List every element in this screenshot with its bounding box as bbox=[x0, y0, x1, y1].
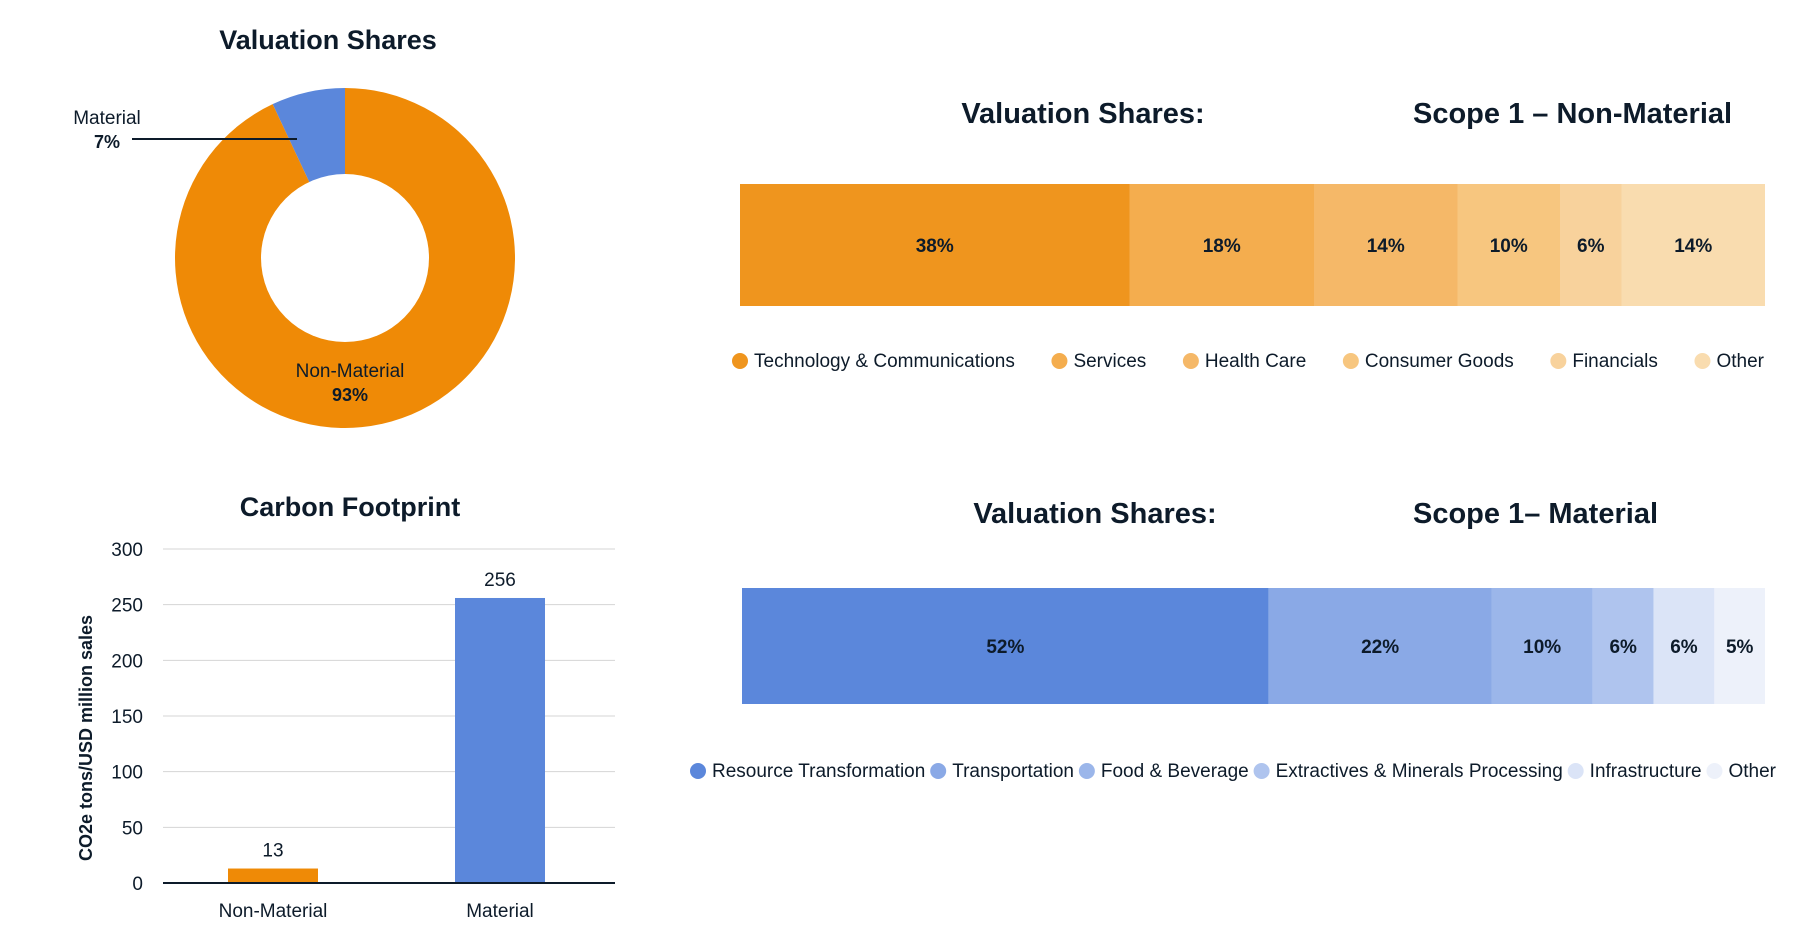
segment-label: 10% bbox=[1523, 637, 1561, 658]
y-tick-label: 300 bbox=[111, 540, 143, 561]
scope1-non-material-chart: Valuation Shares: Scope 1 – Non-Material… bbox=[732, 98, 1765, 372]
donut-hole bbox=[261, 174, 429, 342]
legend-item-services: Services bbox=[1051, 351, 1146, 372]
bar-value-label: 256 bbox=[484, 570, 516, 591]
segment-infrastructure bbox=[1653, 588, 1715, 704]
legend-label: Consumer Goods bbox=[1365, 351, 1514, 372]
legend-label: Transportation bbox=[952, 761, 1074, 782]
x-tick-label: Material bbox=[466, 901, 534, 922]
y-tick-label: 150 bbox=[111, 707, 143, 728]
legend-marker bbox=[1550, 353, 1567, 369]
segment-label: 14% bbox=[1674, 236, 1712, 257]
segment-financials bbox=[1560, 184, 1622, 306]
segment-resource-transformation bbox=[742, 588, 1269, 704]
legend-label: Services bbox=[1073, 351, 1146, 372]
legend-item-financials: Financials bbox=[1550, 351, 1658, 372]
legend-item-transportation: Transportation bbox=[930, 761, 1074, 782]
x-tick-label: Non-Material bbox=[219, 901, 328, 922]
legend-item-infrastructure: Infrastructure bbox=[1567, 761, 1702, 782]
y-tick-label: 0 bbox=[132, 874, 143, 895]
slice-value-material: 7% bbox=[94, 132, 120, 152]
segment-label: 6% bbox=[1670, 637, 1698, 658]
bar-title: Carbon Footprint bbox=[240, 492, 460, 522]
segment-other bbox=[1714, 588, 1765, 704]
legend-label: Technology & Communications bbox=[754, 351, 1015, 372]
slice-value-non-material: 93% bbox=[332, 385, 368, 405]
slice-label-material: Material bbox=[73, 108, 141, 129]
bar-material bbox=[455, 597, 545, 883]
segment-health-care bbox=[1314, 184, 1458, 306]
legend-item-technology-communications: Technology & Communications bbox=[732, 351, 1015, 372]
legend-marker bbox=[1342, 353, 1359, 369]
stack-nm-title-left: Valuation Shares: bbox=[961, 98, 1204, 130]
segment-label: 6% bbox=[1577, 236, 1605, 257]
legend-item-food-beverage: Food & Beverage bbox=[1078, 761, 1249, 782]
bar-non-material bbox=[228, 868, 318, 883]
legend-marker bbox=[1567, 763, 1584, 779]
segment-label: 38% bbox=[916, 236, 954, 257]
y-tick-label: 250 bbox=[111, 596, 143, 617]
segment-label: 5% bbox=[1726, 637, 1754, 658]
segment-consumer-goods bbox=[1457, 184, 1560, 306]
y-tick-label: 50 bbox=[122, 818, 143, 839]
legend-marker bbox=[690, 763, 706, 779]
segment-transportation bbox=[1268, 588, 1492, 704]
legend-marker bbox=[1253, 763, 1270, 779]
legend-label: Financials bbox=[1572, 351, 1658, 372]
legend-label: Food & Beverage bbox=[1101, 761, 1249, 782]
segment-label: 22% bbox=[1361, 637, 1399, 658]
legend-label: Health Care bbox=[1205, 351, 1306, 372]
legend-label: Infrastructure bbox=[1590, 761, 1702, 782]
y-tick-label: 100 bbox=[111, 763, 143, 784]
legend-label: Extractives & Minerals Processing bbox=[1276, 761, 1563, 782]
segment-extractives-minerals-processing bbox=[1592, 588, 1654, 704]
legend-item-extractives-minerals-processing: Extractives & Minerals Processing bbox=[1253, 761, 1563, 782]
segment-food-beverage bbox=[1491, 588, 1593, 704]
segment-services bbox=[1129, 184, 1314, 306]
legend-marker bbox=[1078, 763, 1095, 779]
bar-value-label: 13 bbox=[262, 841, 283, 862]
legend-item-consumer-goods: Consumer Goods bbox=[1342, 351, 1514, 372]
stack-m-title-right: Scope 1– Material bbox=[1413, 498, 1658, 530]
scope1-material-chart: Valuation Shares: Scope 1– Material 52% 2… bbox=[690, 498, 1777, 782]
y-tick-label: 200 bbox=[111, 651, 143, 672]
stack-m-title-left: Valuation Shares: bbox=[973, 498, 1216, 530]
segment-label: 18% bbox=[1203, 236, 1241, 257]
legend-marker bbox=[732, 353, 748, 369]
segment-label: 6% bbox=[1609, 637, 1637, 658]
legend-marker bbox=[930, 763, 947, 779]
donut-chart: Valuation Shares Material 7% Non-Materia… bbox=[73, 25, 515, 428]
legend-marker bbox=[1694, 353, 1711, 369]
stack-nm-title-right: Scope 1 – Non-Material bbox=[1413, 98, 1732, 130]
legend-item-health-care: Health Care bbox=[1182, 351, 1306, 372]
segment-other bbox=[1621, 184, 1765, 306]
segment-technology-communications bbox=[740, 184, 1130, 306]
legend-label: Resource Transformation bbox=[712, 761, 925, 782]
legend-label: Other bbox=[1716, 351, 1764, 372]
legend-label: Other bbox=[1728, 761, 1776, 782]
y-axis-label: CO2e tons/USD million sales bbox=[76, 615, 96, 861]
segment-label: 14% bbox=[1367, 236, 1405, 257]
segment-label: 52% bbox=[986, 637, 1024, 658]
legend-marker bbox=[1706, 763, 1723, 779]
legend-item-other: Other bbox=[1706, 761, 1777, 782]
donut-title: Valuation Shares bbox=[219, 25, 437, 55]
carbon-footprint-chart: Carbon Footprint CO2e tons/USD million s… bbox=[76, 492, 615, 922]
legend-marker bbox=[1051, 353, 1068, 369]
slice-label-non-material: Non-Material bbox=[296, 361, 405, 382]
legend-item-resource-transformation: Resource Transformation bbox=[690, 761, 925, 782]
segment-label: 10% bbox=[1490, 236, 1528, 257]
legend-marker bbox=[1182, 353, 1199, 369]
legend-item-other: Other bbox=[1694, 351, 1765, 372]
